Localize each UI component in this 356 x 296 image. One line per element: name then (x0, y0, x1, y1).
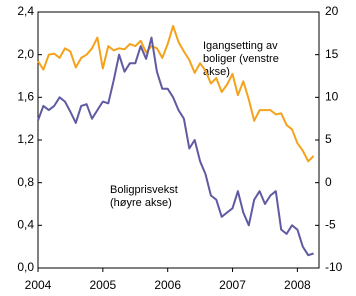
x-tick-label: 2006 (154, 278, 181, 292)
y2-tick-label: -10 (325, 260, 343, 274)
annotation: Boligprisvekst (110, 184, 178, 196)
y-tick-label: 0,0 (17, 260, 34, 274)
y-tick-label: 0,4 (17, 218, 34, 232)
annotation: (høyre akse) (110, 197, 172, 209)
y2-tick-label: 20 (325, 4, 339, 18)
x-tick-label: 2008 (284, 278, 311, 292)
y-tick-label: 2,0 (17, 47, 34, 61)
y2-tick-label: 10 (325, 90, 339, 104)
y2-tick-label: 15 (325, 47, 339, 61)
x-tick-label: 2005 (89, 278, 116, 292)
series-line (37, 24, 315, 163)
y-tick-label: 0,8 (17, 175, 34, 189)
x-tick-label: 2007 (219, 278, 246, 292)
annotation: boliger (venstre (203, 53, 279, 65)
annotation: akse) (203, 66, 230, 78)
x-tick-label: 2004 (25, 278, 52, 292)
y-tick-label: 1,6 (17, 90, 34, 104)
y2-tick-label: -5 (325, 218, 336, 232)
series-line (37, 36, 314, 257)
y2-tick-label: 0 (325, 175, 332, 189)
y-tick-label: 1,2 (17, 132, 34, 146)
y2-tick-label: 5 (325, 132, 332, 146)
annotation: Igangsetting av (203, 40, 278, 52)
y-tick-label: 2,4 (17, 4, 34, 18)
